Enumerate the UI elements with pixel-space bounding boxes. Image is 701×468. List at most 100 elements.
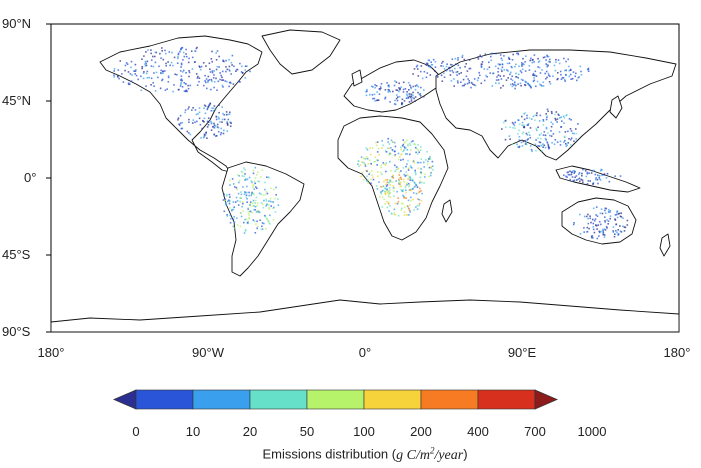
emission-speckle [565, 60, 567, 63]
emission-speckle [598, 230, 601, 233]
emission-speckle [423, 182, 425, 184]
emission-speckle [535, 127, 538, 130]
emission-speckle [545, 70, 548, 73]
emission-speckle [381, 173, 383, 176]
emission-speckle [501, 59, 504, 62]
emission-speckle [400, 170, 402, 172]
emission-speckle [596, 178, 599, 181]
emission-speckle [615, 230, 617, 232]
emission-speckle [568, 118, 571, 120]
emission-speckle [532, 115, 535, 118]
emission-speckle [398, 82, 400, 85]
emission-speckle [113, 68, 116, 70]
emission-speckle [225, 70, 227, 73]
emission-speckle [182, 51, 185, 54]
emission-speckle [243, 175, 245, 178]
emission-speckle [373, 97, 376, 100]
emission-speckle [197, 75, 199, 78]
emission-speckle [415, 192, 418, 195]
emission-speckle [461, 54, 464, 57]
emission-speckle [521, 65, 523, 67]
emission-speckle [398, 178, 400, 181]
emission-speckle [483, 68, 486, 70]
emission-speckle [239, 200, 241, 203]
emission-speckle [252, 205, 254, 207]
emission-speckle [572, 170, 575, 172]
emission-speckle [393, 150, 396, 153]
greenland [261, 29, 341, 75]
emission-speckle [184, 109, 187, 111]
emission-speckle [533, 61, 535, 63]
emission-speckle [551, 141, 553, 144]
emission-speckle [130, 66, 132, 69]
emission-speckle [176, 73, 178, 76]
emission-speckle [266, 192, 269, 195]
emission-speckle [623, 226, 626, 228]
emission-speckle [545, 59, 547, 61]
emission-speckle [479, 74, 481, 77]
emission-speckle [379, 171, 382, 174]
emission-speckle [217, 126, 220, 129]
emission-speckle [414, 88, 417, 91]
emission-speckle [268, 206, 270, 209]
emission-speckle [425, 76, 428, 79]
emission-speckle [578, 177, 581, 180]
emission-speckle [393, 155, 396, 157]
emission-speckle [573, 170, 576, 172]
emission-speckle [515, 63, 517, 66]
emission-speckle [403, 146, 406, 148]
emission-speckle [206, 126, 209, 128]
emission-speckle [180, 83, 182, 85]
emission-speckle [409, 165, 412, 167]
emission-speckle [144, 65, 147, 67]
emission-speckle [369, 159, 371, 162]
emission-speckle [400, 178, 403, 180]
emission-speckle [598, 175, 601, 177]
emission-speckle [418, 182, 421, 184]
emission-speckle [578, 76, 580, 78]
emission-speckle [142, 77, 145, 80]
emission-speckle [410, 166, 412, 168]
emission-speckle [405, 197, 407, 199]
emission-speckle [192, 107, 194, 109]
emission-speckle [188, 75, 190, 78]
emission-speckle [616, 211, 618, 214]
emission-speckle [238, 179, 241, 182]
emission-speckle [248, 191, 250, 194]
emission-speckle [147, 49, 149, 51]
emission-speckle [412, 140, 414, 142]
emission-speckle [387, 201, 390, 203]
emission-speckle [542, 81, 545, 84]
asia [435, 49, 677, 161]
emission-speckle [363, 161, 365, 164]
emission-speckle [402, 150, 404, 153]
emission-speckle [213, 74, 215, 76]
emission-speckle [212, 77, 215, 79]
emission-speckle [407, 144, 409, 147]
emission-speckle [385, 185, 388, 187]
emission-speckle [265, 198, 267, 201]
emission-speckle [384, 96, 387, 99]
emission-speckle [204, 133, 207, 136]
emission-speckle [409, 93, 411, 95]
emission-speckle [434, 70, 436, 72]
emission-speckle [244, 178, 247, 180]
emission-speckle [554, 69, 557, 72]
emission-speckle [541, 150, 543, 152]
emission-speckle [573, 132, 575, 135]
emission-speckle [180, 79, 182, 81]
emission-speckle [542, 124, 545, 126]
emission-speckle [525, 132, 528, 135]
emission-speckle [257, 171, 259, 173]
emission-speckle [432, 58, 435, 61]
emission-speckle [191, 109, 193, 111]
emission-speckle [250, 180, 253, 182]
emission-speckle [420, 168, 422, 170]
emission-speckle [260, 228, 263, 231]
emission-speckle [188, 121, 190, 123]
emission-speckle [400, 176, 402, 179]
emission-speckle [268, 204, 270, 206]
emission-speckle [427, 65, 430, 68]
emission-speckle [426, 151, 428, 153]
emission-speckle [517, 77, 519, 79]
